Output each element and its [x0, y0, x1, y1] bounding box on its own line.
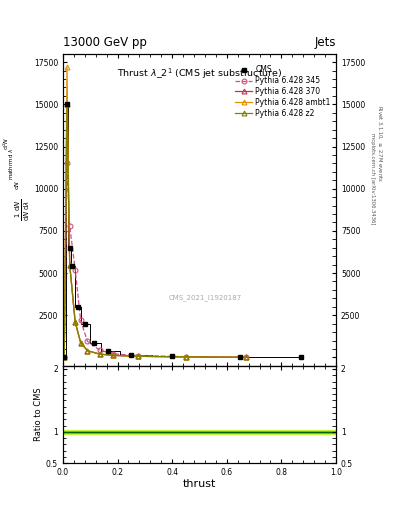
Pythia 6.428 370: [97, 351, 102, 357]
Legend: CMS, Pythia 6.428 345, Pythia 6.428 370, Pythia 6.428 ambt1, Pythia 6.428 z2: CMS, Pythia 6.428 345, Pythia 6.428 370,…: [234, 64, 332, 119]
Pythia 6.428 ambt1: [244, 354, 248, 360]
Pythia 6.428 z2: [111, 352, 116, 358]
Text: Jets: Jets: [314, 36, 336, 49]
Pythia 6.428 z2: [64, 101, 69, 108]
Pythia 6.428 345: [78, 317, 83, 324]
Pythia 6.428 ambt1: [111, 352, 116, 358]
CMS: [298, 354, 303, 360]
Pythia 6.428 z2: [78, 339, 83, 346]
Pythia 6.428 370: [136, 353, 140, 359]
CMS: [129, 352, 134, 358]
Pythia 6.428 ambt1: [136, 353, 140, 359]
CMS: [75, 304, 80, 310]
Pythia 6.428 ambt1: [73, 319, 77, 325]
CMS: [83, 321, 87, 327]
Text: Rivet 3.1.10, $\geq$ 2.7M events: Rivet 3.1.10, $\geq$ 2.7M events: [375, 105, 383, 182]
CMS: [170, 353, 174, 359]
Pythia 6.428 345: [67, 223, 72, 229]
Pythia 6.428 345: [136, 352, 140, 358]
Pythia 6.428 z2: [67, 262, 72, 268]
Pythia 6.428 ambt1: [64, 64, 69, 70]
CMS: [67, 245, 72, 251]
Line: Pythia 6.428 370: Pythia 6.428 370: [62, 102, 248, 360]
Pythia 6.428 ambt1: [184, 354, 188, 360]
X-axis label: thrust: thrust: [183, 479, 216, 488]
Pythia 6.428 z2: [85, 348, 90, 354]
Text: Thrust $\lambda\_2^1$ (CMS jet substructure): Thrust $\lambda\_2^1$ (CMS jet substruct…: [117, 66, 282, 81]
Line: Pythia 6.428 z2: Pythia 6.428 z2: [62, 102, 248, 360]
Text: $\mathrm{mathrm\,d}\,\lambda$: $\mathrm{mathrm\,d}\,\lambda$: [7, 148, 15, 180]
CMS: [62, 354, 66, 360]
Pythia 6.428 z2: [62, 354, 66, 360]
Pythia 6.428 345: [62, 354, 66, 360]
Text: mcplots.cern.ch [arXiv:1306.3436]: mcplots.cern.ch [arXiv:1306.3436]: [370, 134, 375, 225]
Pythia 6.428 z2: [244, 354, 248, 360]
Pythia 6.428 370: [73, 319, 77, 325]
Text: CMS_2021_I1920187: CMS_2021_I1920187: [168, 294, 242, 301]
Pythia 6.428 345: [184, 354, 188, 360]
Pythia 6.428 370: [244, 354, 248, 360]
Pythia 6.428 370: [62, 354, 66, 360]
Line: CMS: CMS: [62, 102, 303, 359]
CMS: [70, 263, 75, 269]
Pythia 6.428 z2: [73, 319, 77, 325]
Y-axis label: Ratio to CMS: Ratio to CMS: [34, 388, 43, 441]
Text: 13000 GeV pp: 13000 GeV pp: [63, 36, 147, 49]
Pythia 6.428 370: [85, 348, 90, 354]
CMS: [92, 340, 97, 346]
Line: Pythia 6.428 345: Pythia 6.428 345: [62, 161, 248, 360]
Pythia 6.428 345: [97, 347, 102, 353]
Pythia 6.428 ambt1: [78, 339, 83, 346]
Pythia 6.428 z2: [184, 354, 188, 360]
Pythia 6.428 370: [184, 354, 188, 360]
Pythia 6.428 370: [67, 262, 72, 268]
Y-axis label: $\frac{1}{\mathrm{d}N}\frac{\mathrm{d}N}{\mathrm{d}\lambda}$: $\frac{1}{\mathrm{d}N}\frac{\mathrm{d}N}…: [14, 199, 32, 221]
Pythia 6.428 345: [73, 267, 77, 273]
Text: $\mathrm{d}^2N$: $\mathrm{d}^2N$: [2, 137, 11, 150]
Pythia 6.428 ambt1: [85, 348, 90, 354]
Pythia 6.428 ambt1: [62, 354, 66, 360]
CMS: [106, 348, 110, 354]
Pythia 6.428 ambt1: [97, 351, 102, 357]
Text: $\mathrm{d}N$: $\mathrm{d}N$: [13, 179, 20, 189]
Pythia 6.428 z2: [136, 353, 140, 359]
Pythia 6.428 345: [64, 160, 69, 166]
Pythia 6.428 z2: [97, 351, 102, 357]
Pythia 6.428 370: [111, 352, 116, 358]
Pythia 6.428 345: [244, 354, 248, 360]
Pythia 6.428 345: [85, 338, 90, 345]
Line: Pythia 6.428 ambt1: Pythia 6.428 ambt1: [62, 65, 248, 360]
CMS: [238, 354, 243, 360]
Pythia 6.428 370: [64, 101, 69, 108]
Pythia 6.428 ambt1: [67, 262, 72, 268]
CMS: [64, 101, 69, 108]
Pythia 6.428 345: [111, 351, 116, 357]
Pythia 6.428 370: [78, 339, 83, 346]
